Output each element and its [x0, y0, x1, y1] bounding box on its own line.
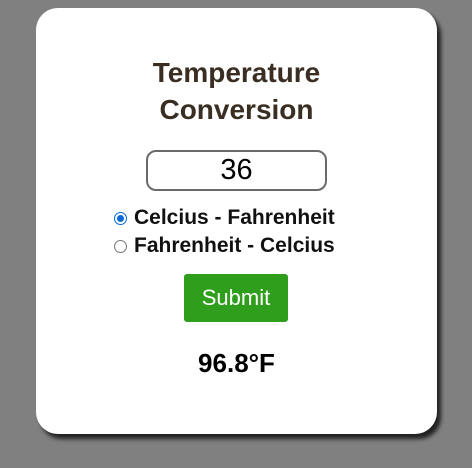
title-line-1: Temperature	[152, 57, 321, 88]
radio-celcius-to-fahrenheit[interactable]	[114, 211, 127, 225]
title-line-2: Conversion	[159, 94, 314, 125]
option-celcius-to-fahrenheit[interactable]: Celcius - Fahrenheit	[114, 204, 335, 232]
page-title: Temperature Conversion	[36, 54, 437, 128]
conversion-options: Celcius - Fahrenheit Fahrenheit - Celciu…	[114, 204, 335, 260]
option-fahrenheit-to-celcius[interactable]: Fahrenheit - Celcius	[114, 232, 335, 260]
option-label: Celcius - Fahrenheit	[134, 206, 335, 229]
option-label: Fahrenheit - Celcius	[134, 234, 335, 257]
conversion-result: 96.8°F	[198, 348, 275, 378]
radio-fahrenheit-to-celcius[interactable]	[114, 239, 127, 253]
converter-card: Temperature Conversion Celcius - Fahrenh…	[36, 8, 437, 434]
temperature-input[interactable]	[146, 150, 327, 191]
submit-button[interactable]: Submit	[184, 274, 288, 322]
